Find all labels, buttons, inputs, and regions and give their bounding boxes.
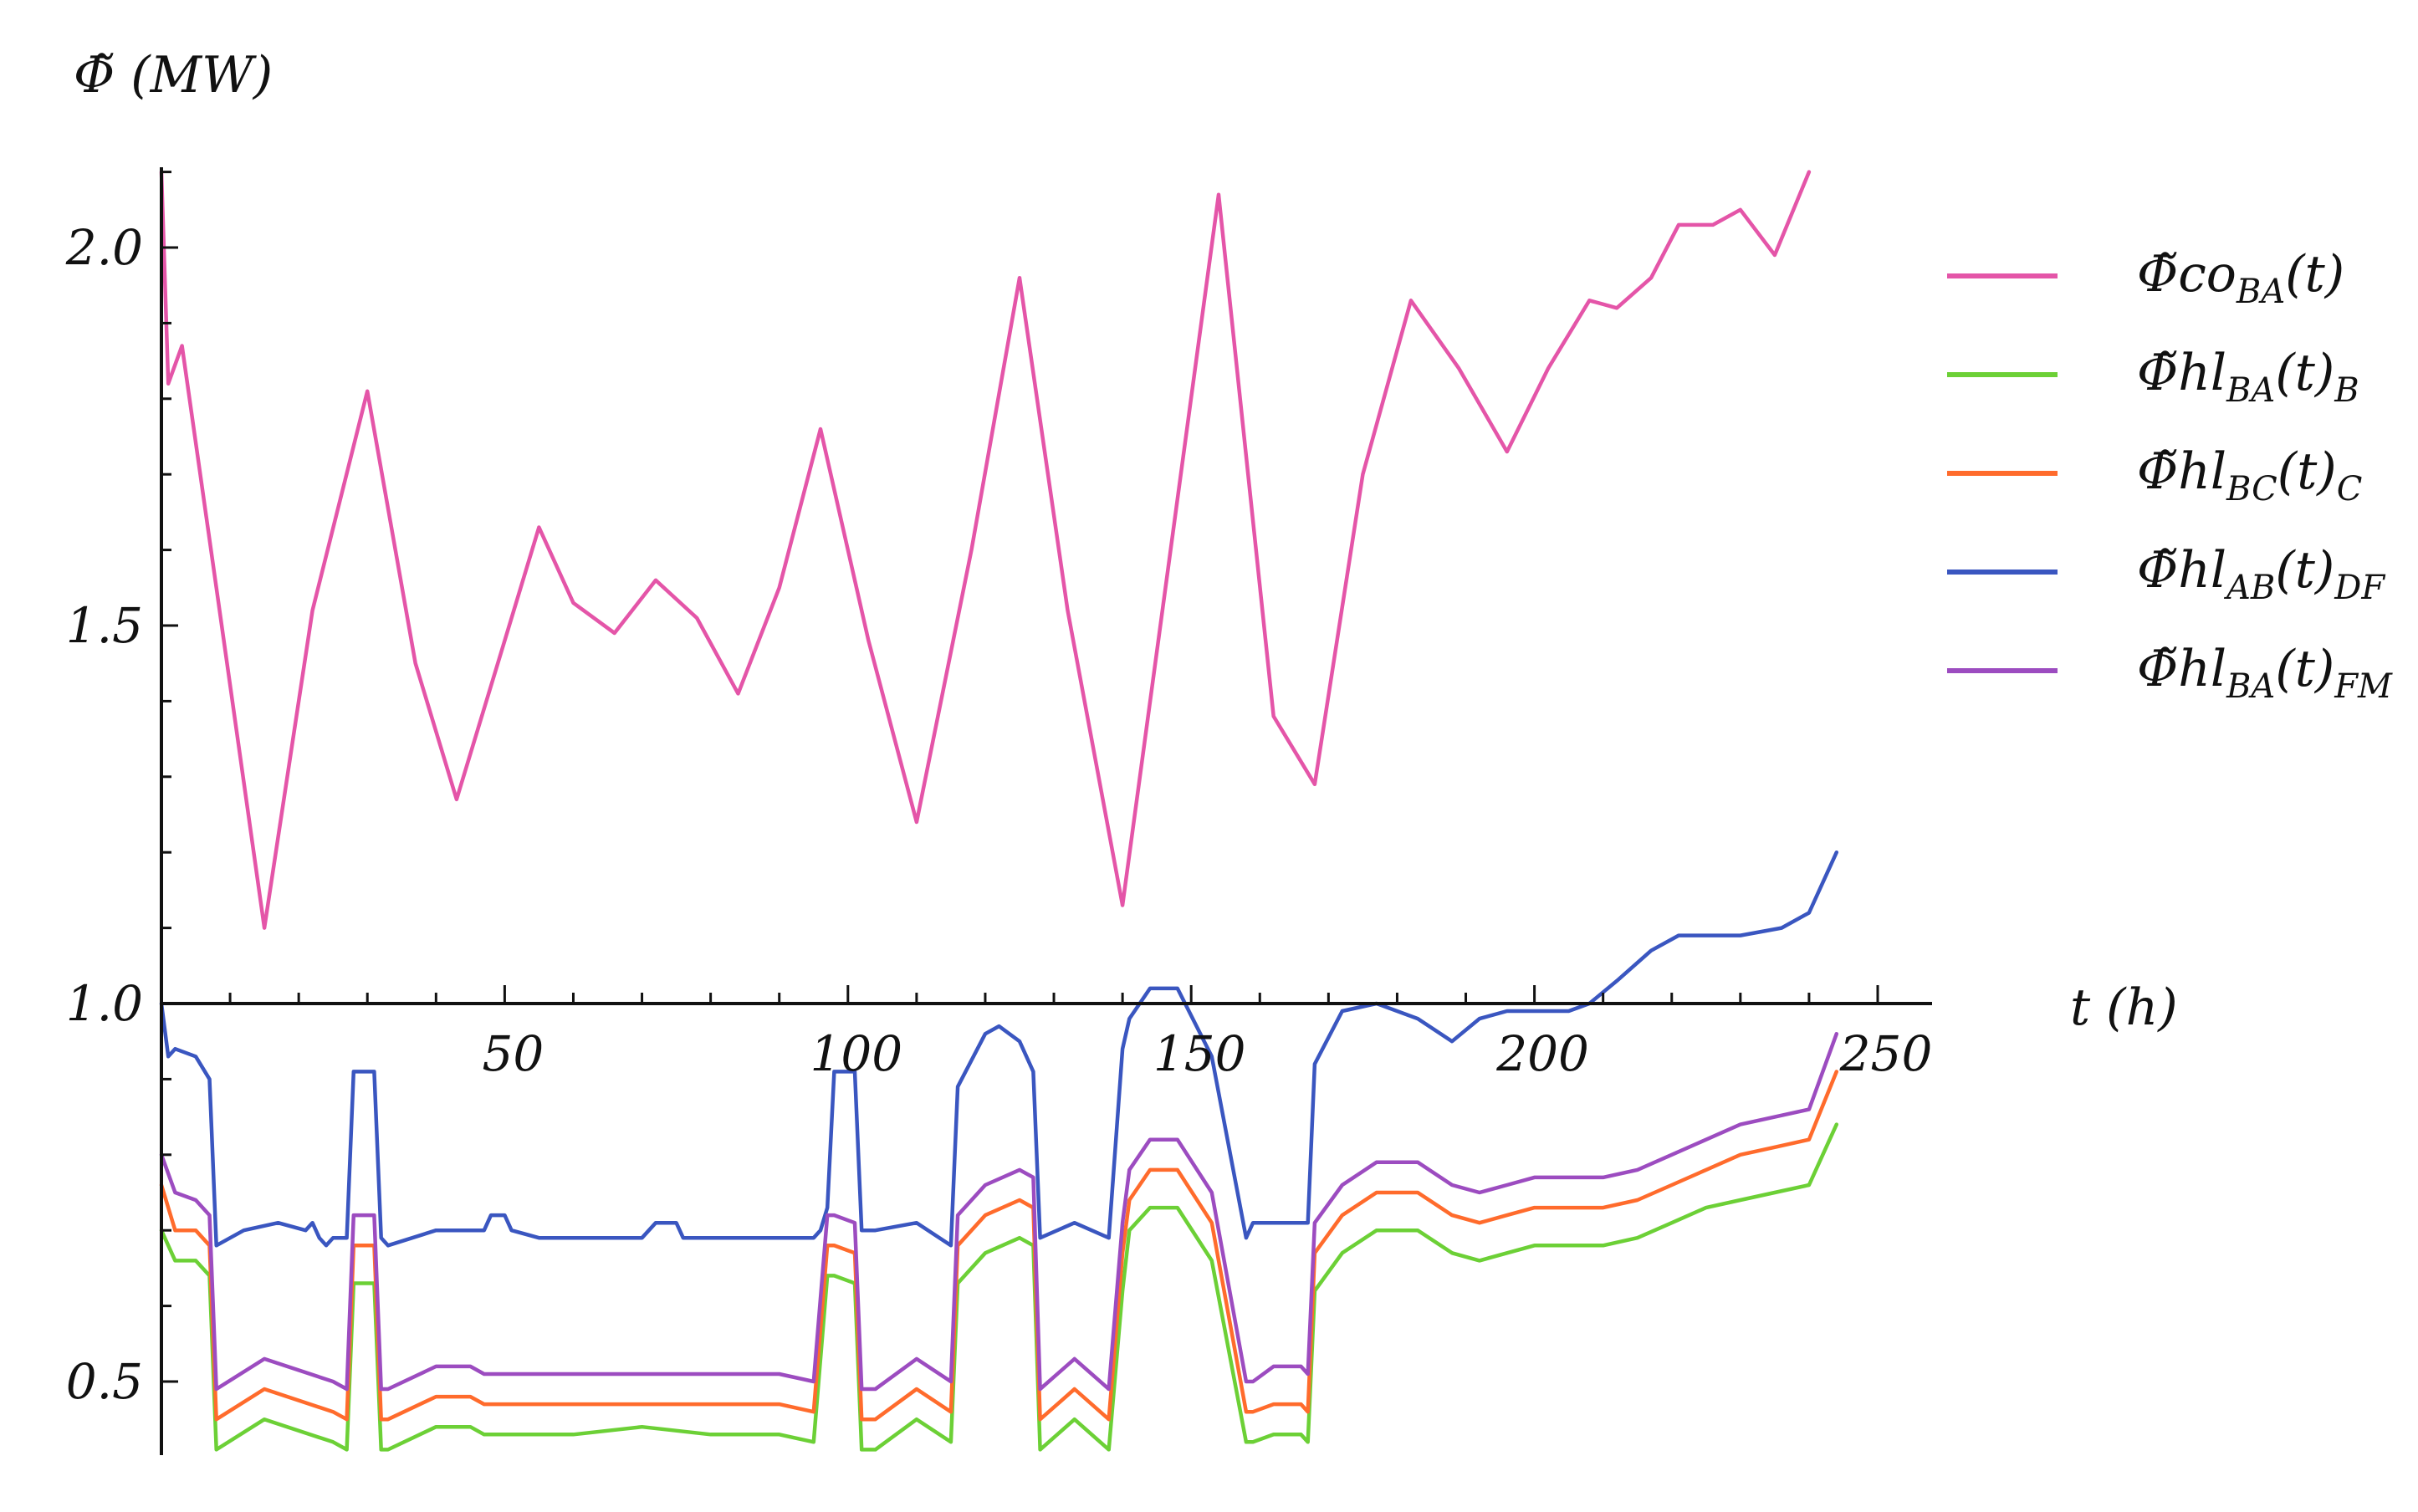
legend-label-4: Φ̃hlAB(t)DF xyxy=(2137,541,2385,607)
x-axis-title: t (h) xyxy=(2070,978,2178,1037)
y-ticks: 0.5 1.0 1.5 2.0 xyxy=(65,171,178,1410)
y-tick-label: 2.0 xyxy=(65,219,143,276)
legend: Φ̃coBA(t) Φ̃hlBA(t)B Φ̃hlBC(t)C Φ̃hlAB(t)DF… xyxy=(1947,245,2393,706)
legend-label-1: Φ̃coBA(t) xyxy=(2137,245,2344,311)
series-line-1 xyxy=(159,170,1812,930)
series-line-5 xyxy=(159,1031,1839,1392)
y-tick-label: 1.0 xyxy=(66,975,143,1032)
y-axis-title: Φ̃ (MW) xyxy=(74,46,273,105)
legend-label-3: Φ̃hlBC(t)C xyxy=(2137,442,2362,508)
x-tick-label: 200 xyxy=(1495,1025,1589,1082)
y-tick-label: 0.5 xyxy=(66,1353,143,1410)
y-tick-label: 1.5 xyxy=(66,597,143,654)
series-line-3 xyxy=(159,1070,1839,1422)
x-tick-label: 250 xyxy=(1839,1025,1933,1082)
series-line-2 xyxy=(159,1122,1839,1452)
x-tick-label: 100 xyxy=(810,1025,902,1082)
series-line-4 xyxy=(159,850,1839,1248)
x-ticks: 50 100 150 200 250 xyxy=(228,985,1933,1082)
x-tick-label: 50 xyxy=(482,1025,544,1082)
axes-layer: 0.5 1.0 1.5 2.0 50 100 150 200 250 xyxy=(65,167,1933,1455)
legend-label-5: Φ̃hlBA(t)FM xyxy=(2137,640,2393,706)
series-layer xyxy=(159,170,1839,1452)
legend-label-2: Φ̃hlBA(t)B xyxy=(2137,344,2359,410)
x-tick-label: 150 xyxy=(1153,1025,1246,1082)
